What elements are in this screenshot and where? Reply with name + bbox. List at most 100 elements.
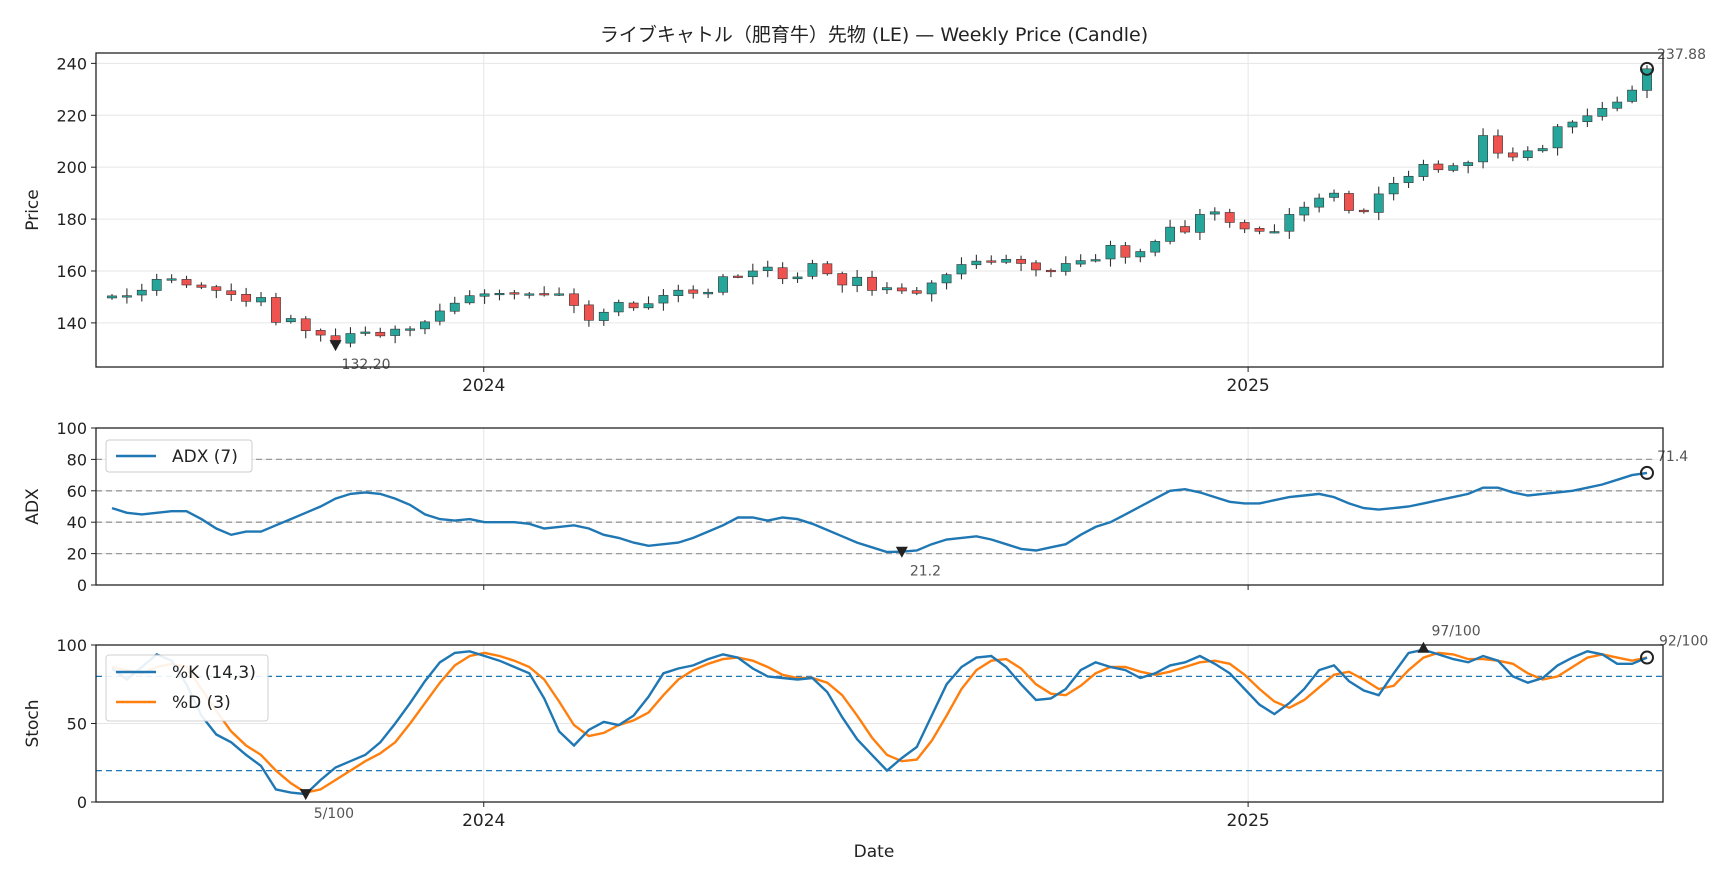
candle-body: [1418, 164, 1429, 177]
candle-body: [569, 293, 579, 306]
candle-body: [1314, 197, 1325, 208]
stoch-d-line: [111, 651, 1648, 794]
candle-body: [1358, 209, 1369, 213]
y-tick-label: 160: [56, 262, 87, 281]
candle-body: [1567, 121, 1578, 128]
candle-body: [479, 293, 490, 297]
candle-body: [390, 328, 401, 336]
candle-body: [673, 289, 684, 296]
candle-body: [1060, 263, 1071, 272]
candle-body: [1448, 165, 1459, 171]
candle-body: [1329, 192, 1339, 198]
annotation-label: 97/100: [1431, 624, 1480, 640]
candle-body: [509, 292, 520, 295]
candle-body: [733, 275, 743, 278]
chart-title: ライブキャトル（肥育牛）先物 (LE) — Weekly Price (Cand…: [600, 23, 1148, 46]
x-tick-label: 2024: [462, 811, 505, 831]
candle-body: [554, 293, 565, 296]
candle-body: [1612, 101, 1623, 109]
legend: %K (14,3) %D (3): [105, 654, 269, 722]
candle-body: [1001, 259, 1012, 263]
y-tick-label: 200: [56, 158, 87, 177]
candle-body: [747, 270, 758, 278]
candle-body: [360, 331, 371, 334]
candle-body: [1433, 163, 1444, 171]
candle-body: [1120, 245, 1131, 258]
y-tick-label: 140: [56, 314, 87, 333]
adx-line: [111, 471, 1648, 554]
candle-body: [211, 286, 222, 291]
x-tick-label: 2024: [462, 376, 505, 396]
candle-body: [1582, 115, 1593, 123]
candle-body: [121, 295, 132, 298]
candle-body: [896, 287, 907, 292]
candle-body: [1463, 162, 1474, 166]
candle-body: [464, 295, 475, 304]
candle-body: [1194, 214, 1205, 233]
candle-body: [718, 276, 728, 293]
plot-frame: [95, 644, 1664, 803]
candle-body: [1478, 135, 1488, 163]
y-tick-label: 240: [56, 54, 87, 73]
candle-body: [151, 278, 162, 291]
y-tick-label: 50: [67, 715, 87, 734]
min-marker: [299, 789, 312, 801]
y-tick-label: 0: [77, 793, 87, 812]
candle-body: [703, 291, 714, 295]
last-marker: [1640, 650, 1654, 665]
candle-body: [762, 266, 773, 271]
candle-body: [1493, 135, 1503, 154]
annotation-box: [1655, 446, 1693, 465]
candle-body: [300, 318, 311, 331]
candle-body: [986, 260, 997, 263]
candle-body: [405, 328, 415, 331]
y-tick-label: 80: [67, 450, 87, 469]
stoch-panel: 0 50 100 2024 2025 Stoch 97/100 5/100 92/100 %K (…: [23, 621, 1712, 831]
candle-body: [166, 278, 177, 281]
candle-body: [852, 276, 863, 286]
candle-body: [494, 293, 505, 296]
annotation-label: 92/100: [1659, 634, 1708, 650]
candle-body: [1642, 68, 1652, 91]
candle-body: [792, 276, 803, 280]
candle-body: [971, 260, 982, 266]
y-axis-label: Price: [23, 189, 43, 230]
y-tick-label: 180: [56, 210, 87, 229]
annotation-label: 237.88: [1657, 47, 1706, 63]
candle-body: [867, 276, 877, 291]
candle-body: [1552, 126, 1563, 149]
candle-body: [1105, 244, 1116, 260]
candle-body: [882, 287, 892, 291]
candle-body: [658, 295, 669, 304]
candle-body: [613, 302, 624, 313]
candle-body: [926, 282, 937, 295]
candle-body: [1299, 206, 1310, 216]
candle-body: [777, 267, 788, 280]
candle-body: [941, 274, 952, 284]
y-axis-label: ADX: [23, 488, 43, 525]
last-marker: [1640, 61, 1654, 76]
candle-body: [524, 293, 535, 296]
annotation-box: [907, 561, 946, 580]
candle-body: [822, 263, 833, 275]
candle-body: [241, 293, 252, 302]
candle-body: [1239, 222, 1250, 230]
y-tick-label: 0: [77, 576, 87, 595]
annotation-label: 5/100: [314, 806, 354, 822]
candle-body: [1090, 259, 1101, 262]
y-tick-label: 60: [67, 482, 87, 501]
candle-body: [1403, 175, 1414, 183]
candle-body: [1522, 150, 1533, 158]
candle-body: [1344, 193, 1354, 211]
candle-body: [583, 304, 594, 321]
candle-body: [181, 279, 192, 286]
candle-body: [837, 273, 848, 286]
last-marker: [1640, 465, 1654, 480]
x-axis-label: Date: [854, 842, 895, 862]
legend-label-d: %D (3): [172, 693, 231, 713]
annotation-box: [1657, 631, 1712, 650]
candle-body: [1016, 259, 1026, 264]
candle-body: [1075, 260, 1086, 265]
annotation-label: 21.2: [910, 564, 941, 580]
